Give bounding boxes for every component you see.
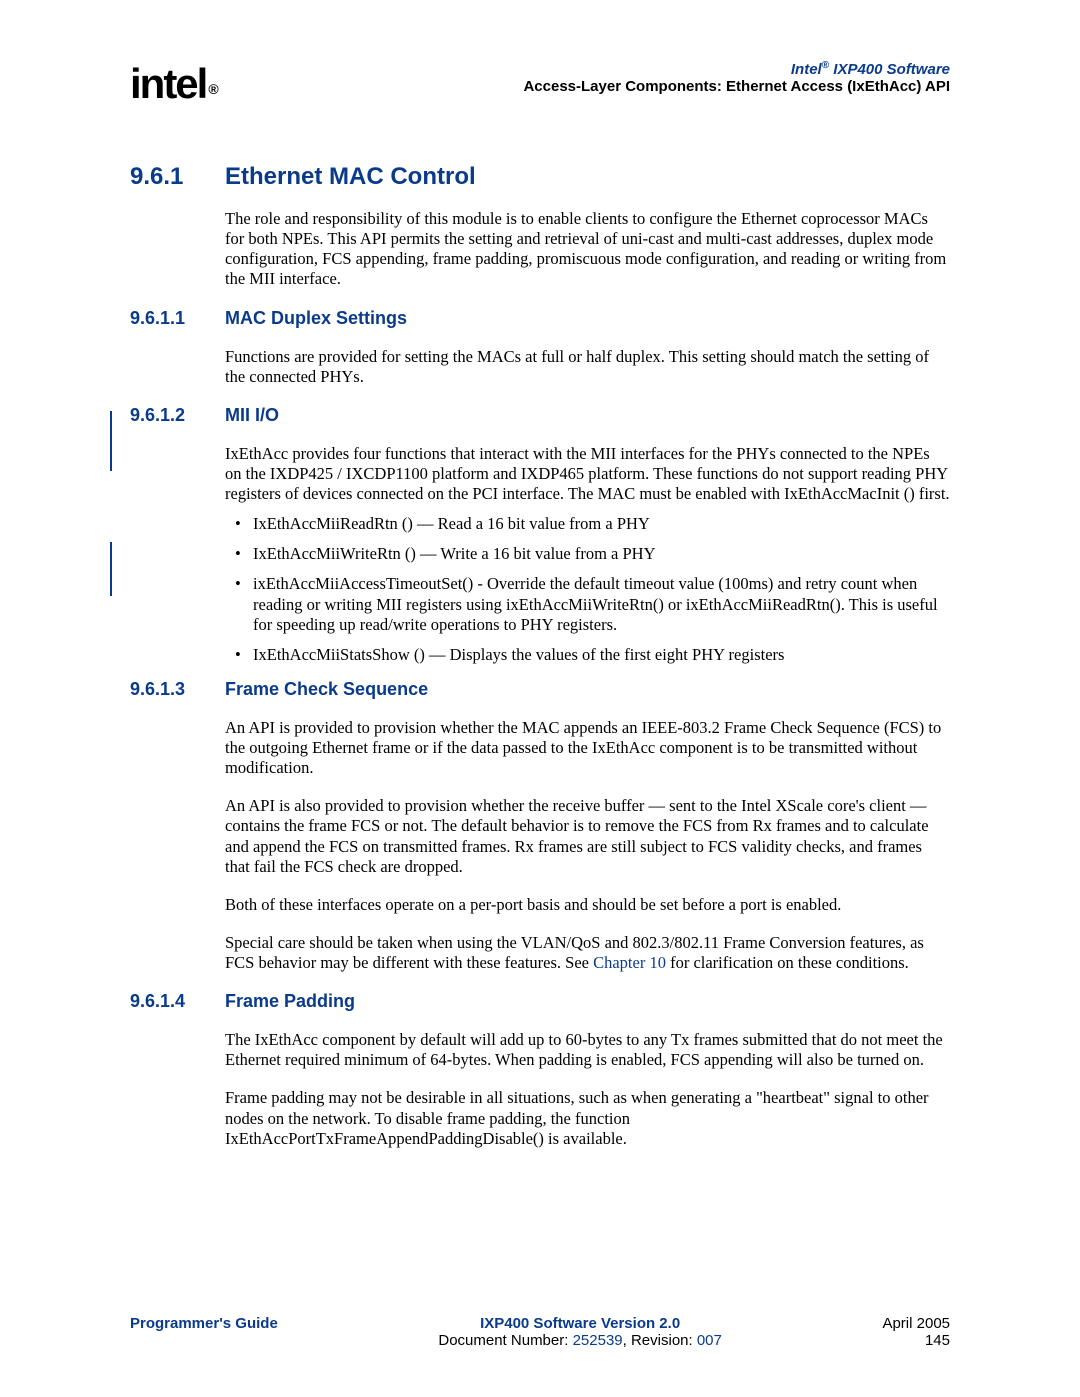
section-title: Frame Padding [225,991,355,1012]
intel-logo: intel® [130,60,215,108]
change-bar-2 [110,542,112,596]
section-number: 9.6.1.3 [130,679,225,700]
list-item: IxEthAccMiiWriteRtn () — Write a 16 bit … [225,544,950,564]
footer-date: April 2005 [882,1315,950,1332]
bullet-list: IxEthAccMiiReadRtn () — Read a 16 bit va… [225,514,950,665]
section-title: Frame Check Sequence [225,679,428,700]
section-9-6-1-1-heading: 9.6.1.1 MAC Duplex Settings [130,308,950,329]
section-number: 9.6.1.2 [130,405,225,426]
page-footer: Programmer's Guide IXP400 Software Versi… [130,1315,950,1349]
doc-number-link[interactable]: 252539 [573,1332,623,1349]
list-item: IxEthAccMiiStatsShow () — Displays the v… [225,645,950,665]
paragraph: The IxEthAcc component by default will a… [225,1030,950,1070]
footer-page-number: 145 [882,1332,950,1349]
section-9-6-1-2-heading: 9.6.1.2 MII I/O [130,405,950,426]
brand-suffix: IXP400 Software [829,61,950,78]
brand-registered-mark: ® [822,60,829,71]
section-number: 9.6.1.1 [130,308,225,329]
paragraph: Functions are provided for setting the M… [225,347,950,387]
section-9-6-1-heading: 9.6.1 Ethernet MAC Control [130,163,950,191]
section-9-6-1-3-heading: 9.6.1.3 Frame Check Sequence [130,679,950,700]
section-number: 9.6.1.4 [130,991,225,1012]
footer-right: April 2005 145 [882,1315,950,1349]
paragraph: IxEthAcc provides four functions that in… [225,444,950,504]
revision-link[interactable]: 007 [697,1332,722,1349]
paragraph: Frame padding may not be desirable in al… [225,1088,950,1148]
footer-docline: Document Number: 252539, Revision: 007 [438,1332,722,1349]
header-right: Intel® IXP400 Software Access-Layer Comp… [523,60,950,95]
doc-label: Document Number: [438,1332,572,1349]
paragraph: Special care should be taken when using … [225,933,950,973]
document-page: intel® Intel® IXP400 Software Access-Lay… [0,0,1080,1397]
paragraph: The role and responsibility of this modu… [225,209,950,290]
footer-center: IXP400 Software Version 2.0 Document Num… [438,1315,722,1349]
paragraph: Both of these interfaces operate on a pe… [225,895,950,915]
list-item: ixEthAccMiiAccessTimeoutSet() - Override… [225,574,950,634]
rev-label: , Revision: [623,1332,697,1349]
change-bar-1 [110,411,112,471]
section-title: MII I/O [225,405,279,426]
header-subtitle: Access-Layer Components: Ethernet Access… [523,78,950,95]
brand-prefix: Intel [791,61,822,78]
section-number: 9.6.1 [130,163,225,191]
chapter-10-link[interactable]: Chapter 10 [593,953,666,972]
text-run: for clarification on these conditions. [666,953,909,972]
paragraph: An API is provided to provision whether … [225,718,950,778]
footer-left: Programmer's Guide [130,1315,278,1349]
section-title: MAC Duplex Settings [225,308,407,329]
logo-registered-mark: ® [208,81,216,97]
paragraph: An API is also provided to provision whe… [225,796,950,877]
list-item: IxEthAccMiiReadRtn () — Read a 16 bit va… [225,514,950,534]
header-brand-line: Intel® IXP400 Software [523,60,950,78]
logo-text: intel [130,60,206,107]
footer-version: IXP400 Software Version 2.0 [438,1315,722,1332]
section-title: Ethernet MAC Control [225,163,476,191]
section-9-6-1-4-heading: 9.6.1.4 Frame Padding [130,991,950,1012]
page-header: intel® Intel® IXP400 Software Access-Lay… [130,60,950,108]
